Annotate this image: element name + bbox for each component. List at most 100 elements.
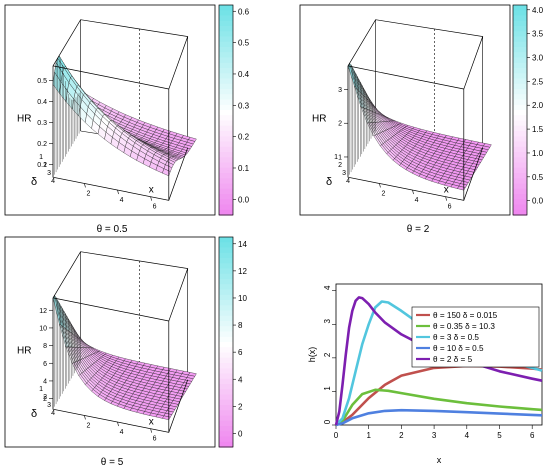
colorbar-segment (513, 15, 527, 22)
colorbar-segment (219, 146, 233, 153)
series-line (335, 408, 543, 427)
colorbar-tick-label: 0.5 (238, 39, 250, 48)
colorbar-segment (219, 363, 233, 369)
legend-label: θ = 0.35 δ = 10.3 (433, 322, 495, 331)
colorbar-segment (219, 399, 233, 406)
colorbar-segment (219, 78, 233, 85)
colorbar-segment (219, 310, 233, 317)
z-tick-label: 0.1 (37, 162, 47, 169)
colorbar-segment (219, 300, 233, 306)
series-line (335, 388, 543, 427)
x-tick-label: 4 (465, 431, 470, 440)
colorbar-segment (219, 237, 233, 243)
delta-tick-label: 3 (47, 170, 51, 177)
colorbar-segment (219, 62, 233, 69)
box-top-edge (347, 19, 484, 201)
colorbar-segment (219, 89, 233, 95)
delta-axis-label: δ (326, 176, 332, 188)
colorbar-segment (513, 20, 527, 27)
colorbar-segment (513, 104, 527, 111)
colorbar-segment (219, 73, 233, 80)
delta-tick-label: 2 (338, 162, 342, 169)
z-tick-label: 10 (39, 325, 47, 332)
x-axis-label: x (149, 416, 154, 427)
colorbar-segment (219, 41, 233, 48)
colorbar-segment (219, 273, 233, 280)
y-tick-label: 2 (323, 352, 332, 357)
colorbar-segment (219, 115, 233, 122)
colorbar-tick-label: 0.2 (238, 133, 250, 142)
colorbar-segment (219, 125, 233, 132)
colorbar-segment (219, 209, 233, 216)
delta-tick-label: 3 (47, 402, 51, 409)
plot-frame (335, 283, 543, 426)
colorbar-segment (219, 352, 233, 359)
colorbar-segment (219, 20, 233, 27)
x-tick (117, 421, 119, 427)
colorbar-segment (219, 194, 233, 200)
colorbar-segment (219, 347, 233, 354)
z-tick-label: 1 (338, 154, 342, 161)
x-tick-label: 1 (366, 431, 371, 440)
z-tick-label: 0.5 (37, 78, 47, 85)
z-tick-label: 4 (43, 378, 47, 385)
colorbar-segment (219, 336, 233, 343)
delta-tick-label: 1 (39, 386, 43, 393)
x-tick-label: 2 (86, 190, 90, 197)
colorbar-segment (513, 99, 527, 106)
colorbar-segment (219, 263, 233, 270)
x-axis-label: x (149, 184, 154, 195)
x-tick-label: 6 (153, 436, 157, 443)
x-tick-label: 6 (448, 204, 452, 211)
colorbar-segment (513, 89, 527, 95)
colorbar-segment (219, 31, 233, 38)
colorbar-segment (219, 104, 233, 111)
colorbar-segment (219, 36, 233, 43)
box-top-edge (347, 65, 464, 90)
box-top-edge (52, 297, 169, 322)
colorbar-segment (219, 247, 233, 254)
z-tick-label: 0.4 (37, 99, 47, 106)
colorbar-segment (513, 178, 527, 185)
colorbar-segment (219, 57, 233, 64)
surface-facet (162, 415, 171, 420)
z-axis-label: HR (17, 346, 31, 357)
colorbar-tick-label: 0.0 (238, 195, 250, 204)
colorbar-segment (219, 99, 233, 106)
colorbar-segment (513, 62, 527, 69)
colorbar-segment (513, 5, 527, 11)
colorbar-segment (219, 342, 233, 348)
plot-frame (4, 4, 216, 216)
colorbar-segment (513, 183, 527, 190)
y-tick-label: 1 (323, 386, 332, 391)
colorbar-segment (513, 125, 527, 132)
panel-caption: θ = 2 (407, 224, 430, 235)
x-tick (150, 428, 152, 433)
colorbar-segment (513, 173, 527, 179)
colorbar-segment (219, 188, 233, 195)
colorbar-segment (219, 384, 233, 390)
colorbar-segment (513, 36, 527, 43)
colorbar-segment (219, 441, 233, 448)
colorbar-segment (219, 136, 233, 143)
colorbar-frame (218, 236, 234, 448)
colorbar-segment (219, 258, 233, 264)
z-tick-label: 0.3 (37, 120, 47, 127)
colorbar-segment (219, 368, 233, 375)
colorbar-tick-label: 0.4 (238, 70, 250, 79)
x-tick-label: 2 (86, 422, 90, 429)
box-top-edge (52, 251, 189, 433)
colorbar-tick-label: 14 (238, 240, 247, 249)
colorbar-segment (513, 167, 527, 174)
colorbar-segment (219, 178, 233, 185)
colorbar-segment (219, 420, 233, 427)
colorbar-segment (219, 199, 233, 206)
delta-tick-label: 4 (51, 410, 55, 417)
colorbar-segment (219, 394, 233, 401)
x-tick (150, 196, 152, 201)
colorbar-segment (219, 415, 233, 422)
colorbar-tick-label: 4.0 (532, 6, 544, 15)
